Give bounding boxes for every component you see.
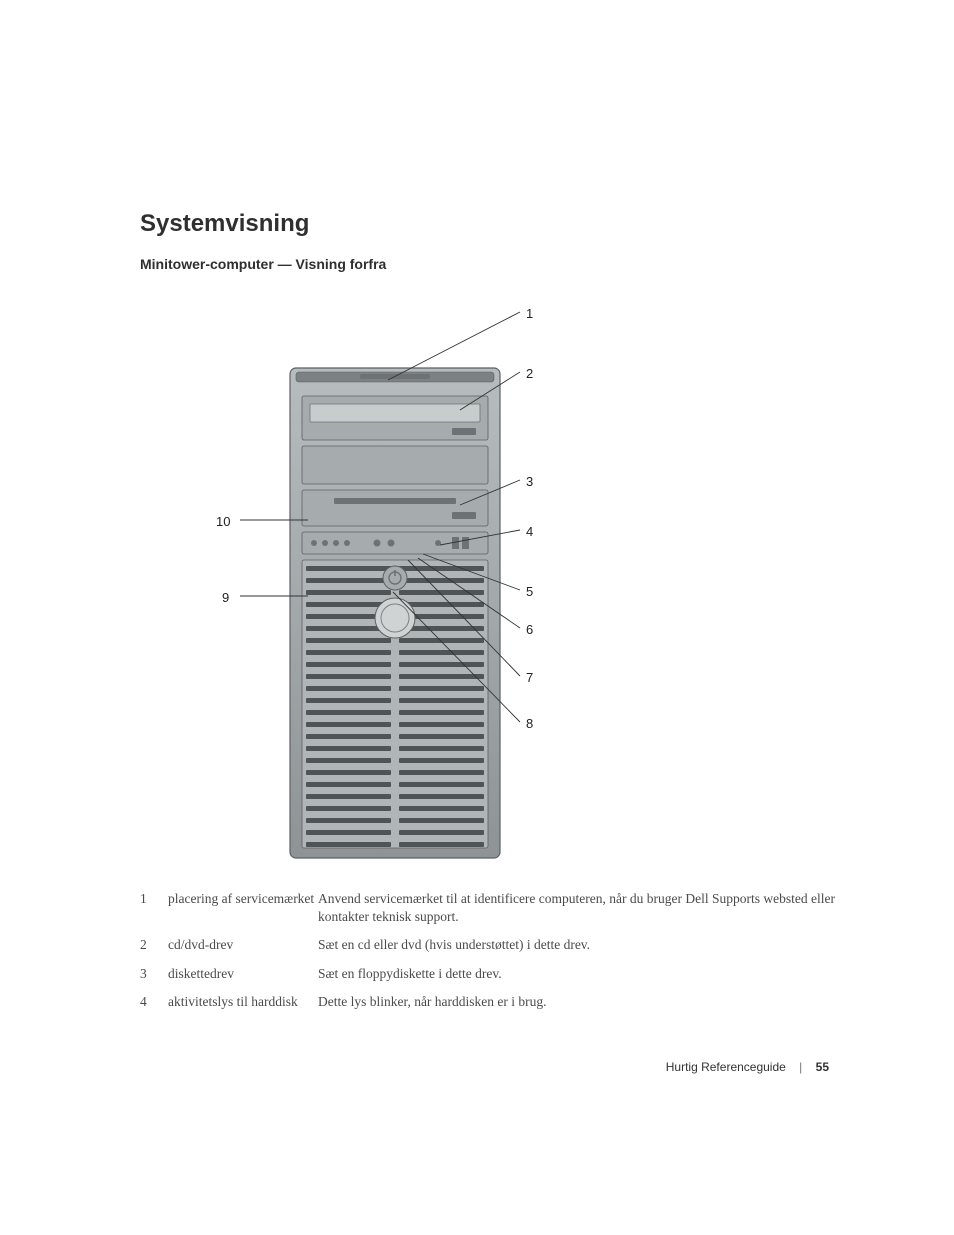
callout-7: 7 [526, 670, 533, 685]
legend-desc: Sæt en floppydiskette i dette drev. [318, 965, 840, 983]
callout-9: 9 [222, 590, 229, 605]
footer-title: Hurtig Referenceguide [666, 1060, 786, 1074]
footer-separator: | [799, 1060, 802, 1074]
legend-term: diskettedrev [168, 965, 318, 983]
legend-num: 3 [140, 965, 168, 983]
system-diagram: 1 2 3 4 5 6 7 8 9 10 [140, 290, 840, 870]
legend-term: cd/dvd-drev [168, 936, 318, 954]
legend-row: 2cd/dvd-drevSæt en cd eller dvd (hvis un… [140, 936, 840, 954]
callout-5: 5 [526, 584, 533, 599]
legend-desc: Dette lys blinker, når harddisken er i b… [318, 993, 840, 1011]
callout-3: 3 [526, 474, 533, 489]
callout-6: 6 [526, 622, 533, 637]
legend-row: 3diskettedrevSæt en floppydiskette i det… [140, 965, 840, 983]
legend-num: 1 [140, 890, 168, 908]
callout-2: 2 [526, 366, 533, 381]
page-number: 55 [816, 1060, 829, 1074]
legend-row: 1placering af servicemærketAnvend servic… [140, 890, 840, 926]
section-title: Minitower-computer — Visning forfra [140, 256, 840, 272]
callout-1: 1 [526, 306, 533, 321]
tower-illustration [140, 290, 840, 870]
legend-desc: Anvend servicemærket til at identificere… [318, 890, 840, 926]
legend-row: 4aktivitetslys til harddiskDette lys bli… [140, 993, 840, 1011]
legend-num: 4 [140, 993, 168, 1011]
callout-10: 10 [216, 514, 230, 529]
callout-4: 4 [526, 524, 533, 539]
callout-8: 8 [526, 716, 533, 731]
page-title: Systemvisning [140, 210, 840, 238]
legend-num: 2 [140, 936, 168, 954]
legend-desc: Sæt en cd eller dvd (hvis understøttet) … [318, 936, 840, 954]
legend-term: aktivitetslys til harddisk [168, 993, 318, 1011]
legend-table: 1placering af servicemærketAnvend servic… [140, 890, 840, 1011]
page-footer: Hurtig Referenceguide | 55 [666, 1060, 829, 1074]
legend-term: placering af servicemærket [168, 890, 318, 908]
